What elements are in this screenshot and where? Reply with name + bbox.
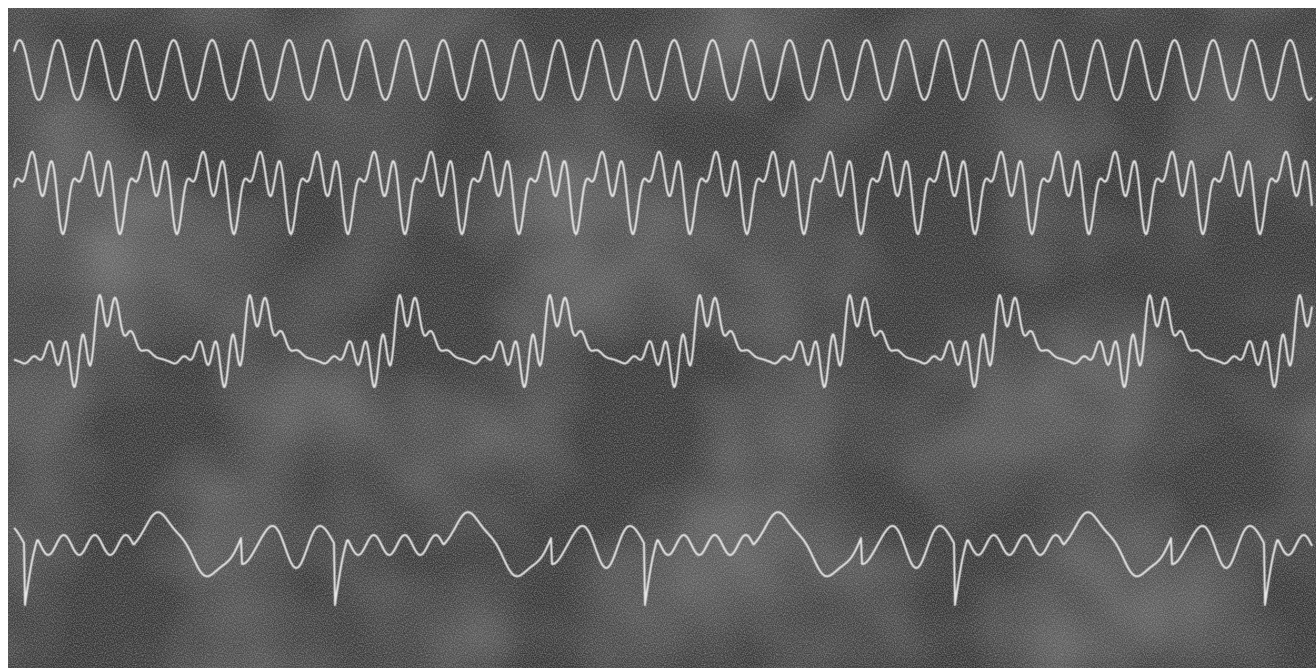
oscillogram-photo [0,0,1316,670]
photo-grain [8,8,1316,668]
page: (() => { JSON.parse(document.getElementB… [0,0,1316,670]
